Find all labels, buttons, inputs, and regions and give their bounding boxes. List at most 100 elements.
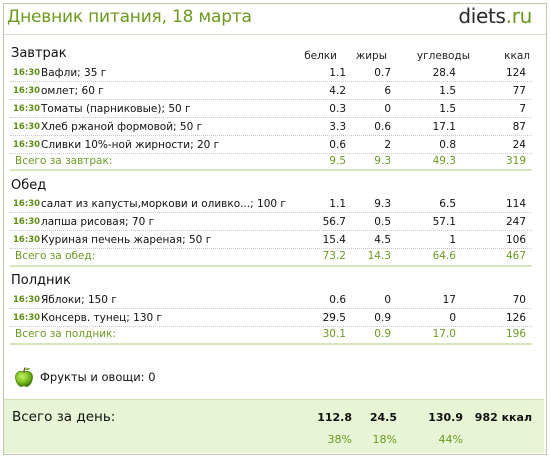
- total-kcal: 196: [505, 328, 526, 340]
- food-row[interactable]: 16:30 Вафли; 35 г 1.1 0.7 28.4 124: [10, 65, 532, 82]
- food-row[interactable]: 16:30 Сливки 10%-ной жирности; 20 г 0.6 …: [10, 137, 532, 154]
- food-time: 16:30: [13, 295, 41, 305]
- total-carbs: 64.6: [432, 250, 456, 262]
- meal-divider: [10, 265, 532, 267]
- food-row[interactable]: 16:30 Хлеб ржаной формовой; 50 г 3.3 0.6…: [10, 119, 532, 136]
- food-protein: 3.3: [329, 121, 346, 133]
- food-fat: 0.5: [374, 216, 391, 228]
- total-fat: 9.3: [374, 155, 391, 167]
- food-name[interactable]: Яблоки; 150 г: [41, 294, 117, 306]
- meal-divider: [10, 169, 532, 171]
- title-divider: [4, 34, 546, 35]
- brand-logo[interactable]: diets.ru: [458, 4, 532, 28]
- food-protein: 1.1: [329, 198, 346, 210]
- diary-panel: [3, 3, 547, 455]
- food-protein: 0.6: [329, 139, 346, 151]
- total-fat: 14.3: [367, 250, 391, 262]
- food-fat: 0: [384, 103, 391, 115]
- total-protein: 73.2: [322, 250, 346, 262]
- food-name[interactable]: омлет; 60 г: [41, 85, 104, 97]
- food-name[interactable]: салат из капусты,моркови и оливко...; 10…: [41, 198, 286, 210]
- food-fat: 0: [384, 294, 391, 306]
- food-protein: 15.4: [322, 234, 346, 246]
- day-protein-percent: 38%: [327, 433, 352, 446]
- column-header-protein: белки: [304, 50, 337, 62]
- day-protein: 112.8: [317, 411, 352, 424]
- food-row[interactable]: 16:30 салат из капусты,моркови и оливко.…: [10, 196, 532, 213]
- food-row[interactable]: 16:30 омлет; 60 г 4.2 6 1.5 77: [10, 83, 532, 100]
- food-protein: 29.5: [322, 312, 346, 324]
- total-fat: 0.9: [374, 328, 391, 340]
- food-fat: 6: [384, 85, 391, 97]
- meal-title-snack: Полдник: [11, 273, 71, 288]
- food-carbs: 0: [449, 312, 456, 324]
- total-protein: 9.5: [329, 155, 346, 167]
- food-carbs: 17: [442, 294, 456, 306]
- food-name[interactable]: Куриная печень жареная; 50 г: [41, 234, 212, 246]
- fruits-vegetables: Фрукты и овощи: 0: [13, 366, 313, 387]
- food-row[interactable]: 16:30 лапша рисовая; 70 г 56.7 0.5 57.1 …: [10, 214, 532, 231]
- fruits-label: Фрукты и овощи: 0: [40, 370, 156, 384]
- total-kcal: 467: [505, 250, 526, 262]
- day-fat-percent: 18%: [372, 433, 397, 446]
- meal-total-snack: Всего за полдник: 30.1 0.9 17.0 196: [10, 326, 532, 343]
- food-time: 16:30: [13, 122, 41, 132]
- food-fat: 2: [384, 139, 391, 151]
- food-name[interactable]: Вафли; 35 г: [41, 67, 107, 79]
- food-row[interactable]: 16:30 Консерв. тунец; 130 г 29.5 0.9 0 1…: [10, 310, 532, 327]
- total-label: Всего за завтрак:: [15, 155, 113, 167]
- food-protein: 1.1: [329, 67, 346, 79]
- day-carbs-percent: 44%: [438, 433, 463, 446]
- food-protein: 0.6: [329, 294, 346, 306]
- total-carbs: 17.0: [432, 328, 456, 340]
- total-kcal: 319: [505, 155, 526, 167]
- food-carbs: 6.5: [439, 198, 456, 210]
- total-carbs: 49.3: [432, 155, 456, 167]
- food-name[interactable]: Хлеб ржаной формовой; 50 г: [41, 121, 203, 133]
- food-fat: 4.5: [374, 234, 391, 246]
- food-name[interactable]: Консерв. тунец; 130 г: [41, 312, 163, 324]
- food-protein: 4.2: [329, 85, 346, 97]
- total-label: Всего за полдник:: [15, 328, 116, 340]
- food-carbs: 28.4: [432, 67, 456, 79]
- food-kcal: 247: [505, 216, 526, 228]
- meal-title-breakfast: Завтрак: [11, 46, 67, 61]
- food-time: 16:30: [13, 104, 41, 114]
- day-kcal: 982 ккал: [474, 411, 532, 424]
- food-time: 16:30: [13, 68, 41, 78]
- food-time: 16:30: [13, 86, 41, 96]
- day-total-label: Всего за день:: [12, 409, 116, 425]
- food-row[interactable]: 16:30 Томаты (парниковые); 50 г 0.3 0 1.…: [10, 101, 532, 118]
- food-row[interactable]: 16:30 Куриная печень жареная; 50 г 15.4 …: [10, 232, 532, 249]
- food-fat: 0.9: [374, 312, 391, 324]
- food-carbs: 1: [449, 234, 456, 246]
- food-kcal: 124: [505, 67, 526, 79]
- column-header-kcal: ккал: [504, 50, 530, 62]
- total-protein: 30.1: [322, 328, 346, 340]
- food-row[interactable]: 16:30 Яблоки; 150 г 0.6 0 17 70: [10, 292, 532, 309]
- day-fat: 24.5: [369, 411, 397, 424]
- food-kcal: 70: [512, 294, 526, 306]
- food-carbs: 1.5: [439, 85, 456, 97]
- day-carbs: 130.9: [428, 411, 463, 424]
- food-fat: 0.6: [374, 121, 391, 133]
- food-kcal: 7: [519, 103, 526, 115]
- food-name[interactable]: Сливки 10%-ной жирности; 20 г: [41, 139, 220, 151]
- food-carbs: 1.5: [439, 103, 456, 115]
- meal-total-breakfast: Всего за завтрак: 9.5 9.3 49.3 319: [10, 153, 532, 170]
- food-protein: 0.3: [329, 103, 346, 115]
- brand-suffix: .ru: [505, 4, 533, 28]
- food-name[interactable]: лапша рисовая; 70 г: [41, 216, 155, 228]
- food-kcal: 24: [512, 139, 526, 151]
- food-protein: 56.7: [322, 216, 346, 228]
- food-carbs: 0.8: [439, 139, 456, 151]
- day-total-panel: Всего за день: 112.8 24.5 130.9 982 ккал…: [4, 399, 544, 453]
- food-kcal: 114: [505, 198, 526, 210]
- food-kcal: 77: [512, 85, 526, 97]
- column-header-fat: жиры: [355, 50, 387, 62]
- apple-icon: [15, 367, 33, 387]
- food-time: 16:30: [13, 140, 41, 150]
- food-name[interactable]: Томаты (парниковые); 50 г: [41, 103, 191, 115]
- food-kcal: 106: [505, 234, 526, 246]
- food-fat: 0.7: [374, 67, 391, 79]
